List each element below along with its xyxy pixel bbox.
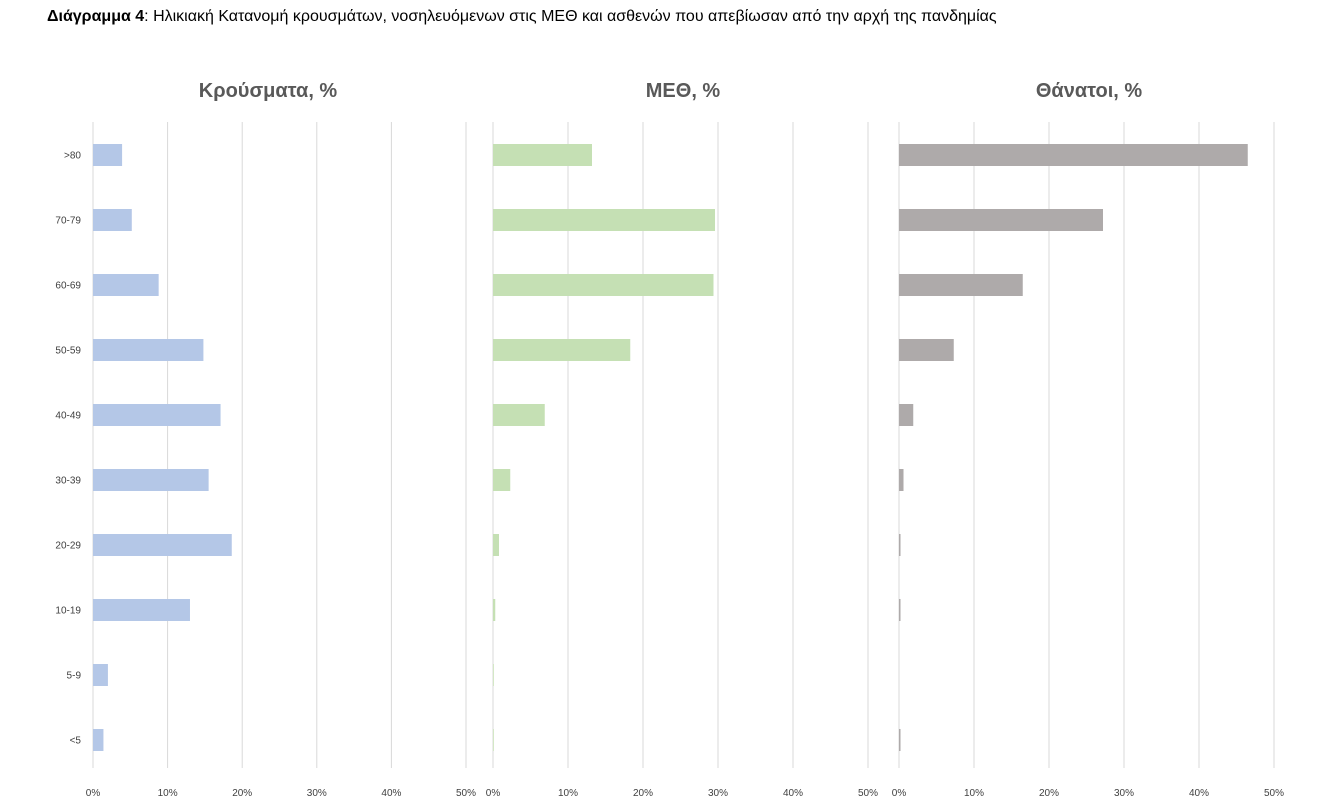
x-tick-label: 30% [307,788,327,799]
bar [93,209,132,231]
category-label: 30-39 [55,476,81,487]
panel-title: Κρούσματα, % [199,80,338,102]
bar [899,144,1248,166]
bar [93,729,104,751]
x-tick-label: 40% [1189,788,1209,799]
bar [93,339,204,361]
bar [493,404,545,426]
bar [899,599,901,621]
x-tick-label: 20% [633,788,653,799]
category-label: 10-19 [55,606,81,617]
bar [493,664,494,686]
x-tick-label: 30% [708,788,728,799]
bar [93,469,209,491]
x-tick-label: 40% [783,788,803,799]
bar [899,404,914,426]
category-label: >80 [64,151,81,162]
bar [493,469,511,491]
bar [899,729,901,751]
x-tick-label: 0% [486,788,501,799]
x-tick-label: 50% [456,788,476,799]
x-tick-label: 0% [892,788,907,799]
bar [93,664,108,686]
figure-caption: Διάγραμμα 4: Ηλικιακή Κατανομή κρουσμάτω… [47,8,997,26]
panel-title: Θάνατοι, % [1036,80,1143,102]
bar [93,144,123,166]
bar [493,729,494,751]
category-label: 40-49 [55,411,81,422]
bar [93,534,232,556]
category-label: 60-69 [55,281,81,292]
bar [493,339,631,361]
category-label: 50-59 [55,346,81,357]
caption-text: : Ηλικιακή Κατανομή κρουσμάτων, νοσηλευό… [144,8,997,25]
category-label: <5 [70,736,82,747]
x-tick-label: 10% [964,788,984,799]
x-tick-label: 30% [1114,788,1134,799]
x-tick-label: 50% [1264,788,1284,799]
x-tick-label: 20% [1039,788,1059,799]
x-tick-label: 0% [86,788,101,799]
bar [899,274,1023,296]
x-tick-label: 10% [558,788,578,799]
category-label: 70-79 [55,216,81,227]
caption-label: Διάγραμμα 4 [47,8,145,25]
x-tick-label: 10% [158,788,178,799]
bar [493,534,499,556]
bar [93,599,190,621]
bar [493,144,592,166]
x-tick-label: 20% [232,788,252,799]
category-label: 20-29 [55,541,81,552]
x-tick-label: 50% [858,788,878,799]
bar [493,599,496,621]
bar [899,469,904,491]
x-tick-label: 40% [381,788,401,799]
bar [899,534,901,556]
bar [93,274,159,296]
bar [899,209,1103,231]
bar [93,404,221,426]
category-label: 5-9 [67,671,82,682]
panel-title: ΜΕΘ, % [646,80,721,102]
bar [899,339,954,361]
bar [493,209,715,231]
bar [493,274,714,296]
